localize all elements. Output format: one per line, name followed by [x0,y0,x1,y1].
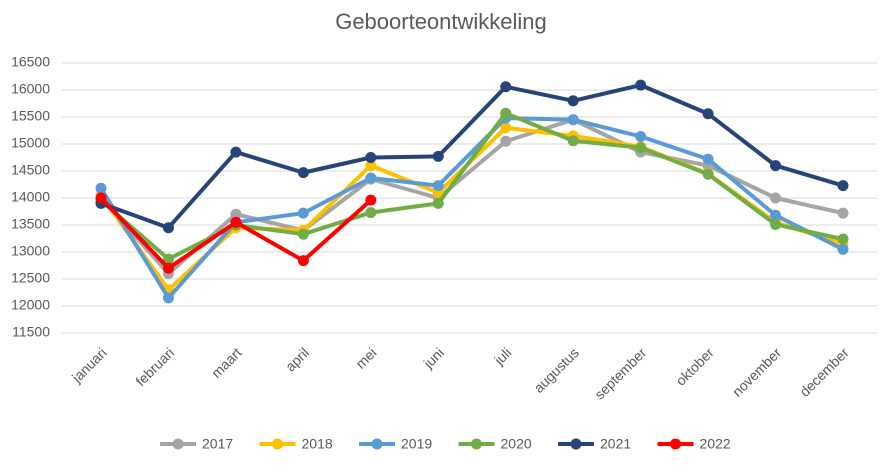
point [365,194,377,206]
legend-marker [371,438,383,450]
legend-marker [570,438,582,450]
point [95,192,107,204]
point [297,167,309,179]
point [230,216,242,228]
legend-label: 2021 [600,436,631,452]
point [230,146,242,158]
y-tick-label: 15000 [11,135,50,151]
x-tick-label: mei [352,344,379,371]
point [297,255,309,267]
point [837,233,849,245]
legend-label: 2022 [700,436,731,452]
point [95,182,107,194]
point [837,207,849,219]
legend-label: 2017 [202,436,233,452]
point [162,222,174,234]
point [567,114,579,126]
x-tick-label: februari [132,344,177,389]
legend-marker [471,438,482,450]
legend-marker [272,438,283,450]
point [635,130,647,142]
point [837,243,849,255]
y-tick-label: 13000 [11,243,50,259]
x-tick-label: november [729,344,785,400]
point [837,180,849,192]
point [635,142,647,154]
x-tick-label: maart [208,344,245,381]
point [770,218,782,230]
series-line [100,83,844,230]
point [297,228,309,240]
point [770,160,782,172]
y-tick-label: 12000 [11,297,50,313]
point [365,160,377,172]
legend-marker [670,438,681,450]
x-tick-label: juni [420,344,447,371]
y-tick-label: 16000 [11,81,50,97]
point [162,262,174,274]
point [770,192,782,204]
point [770,209,782,221]
y-tick-label: 14500 [11,162,50,178]
point [432,150,444,162]
point [500,135,512,147]
point [702,108,714,120]
point [567,135,579,147]
point [500,122,512,134]
x-tick-label: januari [68,344,110,386]
point [702,153,714,165]
y-tick-label: 13500 [11,216,50,232]
point [500,107,512,119]
point [365,172,377,184]
point [297,207,309,219]
point [365,207,377,219]
point [365,152,377,163]
legend-marker [172,438,184,450]
point [432,197,444,209]
x-tick-label: april [282,344,312,374]
x-tick-label: juli [490,344,514,368]
y-tick-label: 14000 [11,189,50,205]
y-tick-label: 15500 [11,108,50,124]
legend-label: 2018 [302,436,333,452]
point [567,95,579,107]
x-tick-label: september [591,344,649,402]
point [500,81,512,93]
point [432,180,444,192]
y-tick-label: 11500 [12,324,50,340]
point [702,168,714,180]
series-line [99,116,844,300]
y-tick-label: 16500 [11,54,50,70]
legend-label: 2020 [501,436,532,452]
point [230,208,242,220]
x-tick-label: augustus [530,344,581,395]
point [162,292,174,304]
point [162,253,174,265]
legend-label: 2019 [401,436,432,452]
x-tick-label: oktober [672,344,717,389]
y-tick-label: 12500 [11,270,50,286]
point [635,79,647,91]
chart-title: Geboorteontwikkeling [335,9,547,34]
x-tick-label: december [796,344,852,400]
